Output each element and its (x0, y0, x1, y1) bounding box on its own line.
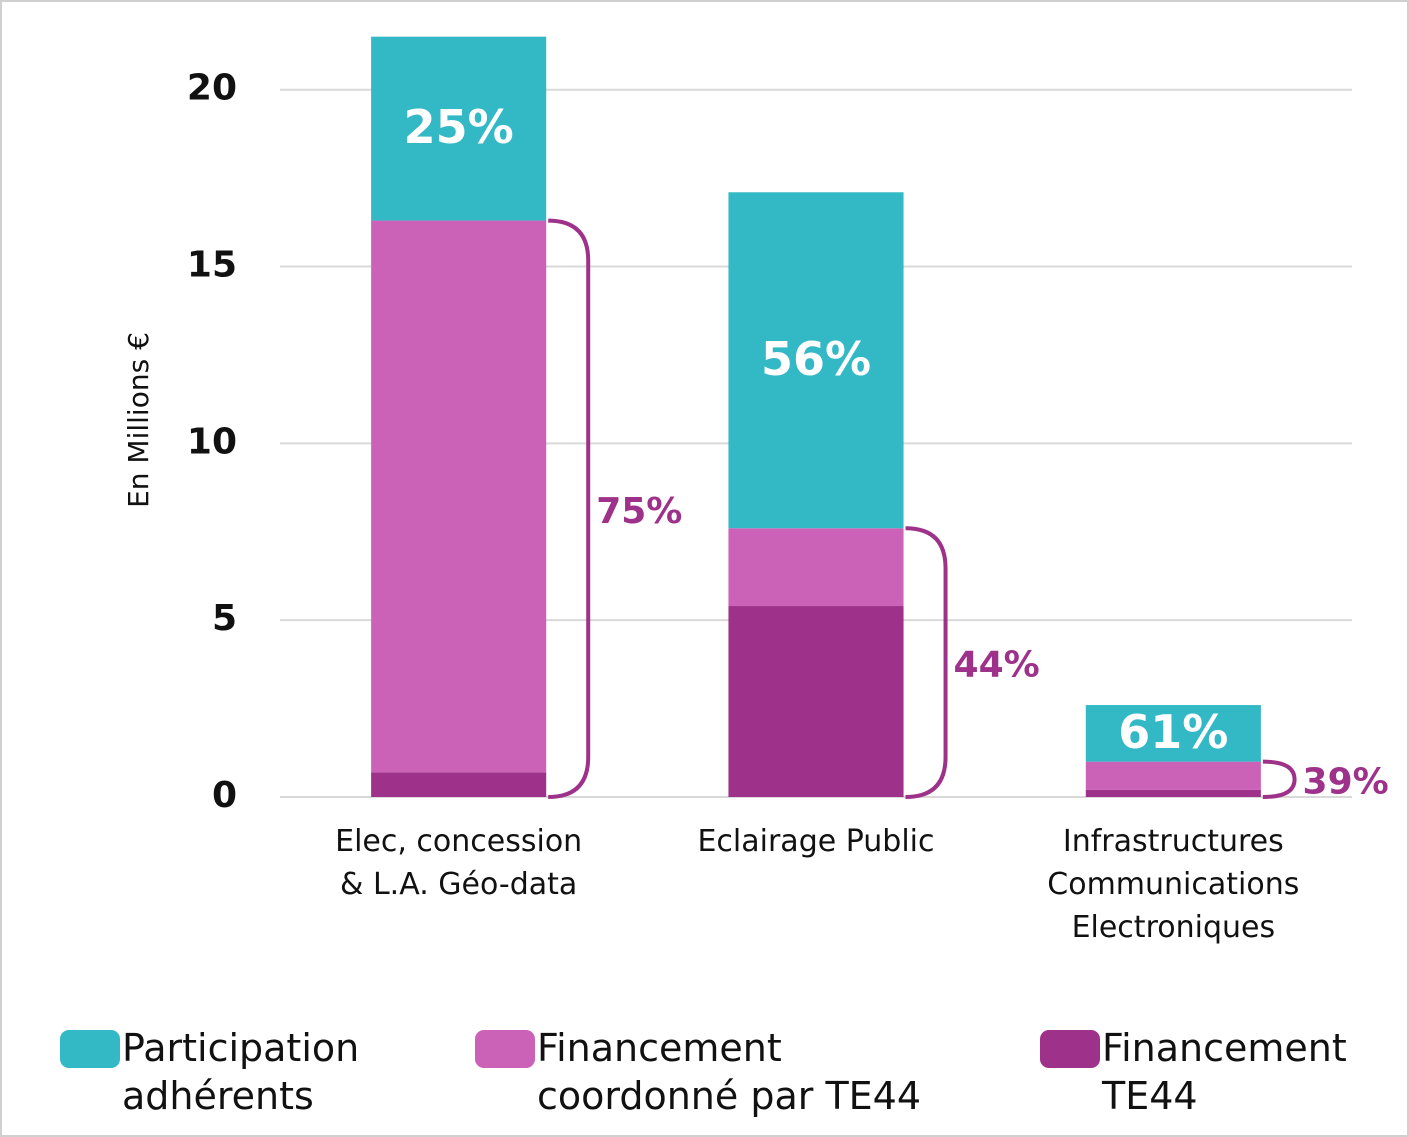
bar-segment (728, 192, 904, 529)
bar-segment (371, 772, 547, 797)
y-tick-label: 15 (187, 245, 237, 286)
y-axis-label: En Millions € (122, 332, 155, 508)
legend-label: Participation adhérents (122, 1026, 360, 1118)
bar-segment (1085, 761, 1261, 790)
x-tick-label: Elec, concession & L.A. Géo-data (335, 824, 583, 902)
bar-segment (728, 528, 904, 607)
bar-segment (728, 606, 904, 797)
legend-swatch (1040, 1030, 1100, 1068)
y-tick-label: 20 (187, 68, 237, 109)
share-label: 61% (1118, 705, 1228, 759)
legend-label: Financement coordonné par TE44 (537, 1026, 922, 1118)
y-tick-label: 10 (187, 421, 237, 462)
share-label: 75% (596, 491, 682, 532)
y-tick-label: 5 (212, 598, 237, 639)
bracket (1262, 759, 1297, 799)
x-tick-label: Infrastructures Communications Electroni… (1047, 824, 1300, 945)
share-label: 44% (954, 645, 1040, 686)
legend-swatch (475, 1030, 535, 1068)
legend-swatch (60, 1030, 120, 1068)
bar-segment (1085, 705, 1261, 762)
legend-label: Financement TE44 (1102, 1026, 1347, 1118)
bar-segment (371, 220, 547, 773)
bracket (548, 218, 591, 799)
x-tick-label: Eclairage Public (697, 824, 935, 859)
bracket (905, 526, 948, 799)
bar-segment (371, 36, 547, 221)
share-label: 56% (761, 332, 871, 386)
y-tick-label: 0 (212, 775, 237, 816)
share-label: 25% (404, 100, 514, 154)
bar-segment (1085, 789, 1261, 797)
share-label: 39% (1303, 761, 1389, 802)
